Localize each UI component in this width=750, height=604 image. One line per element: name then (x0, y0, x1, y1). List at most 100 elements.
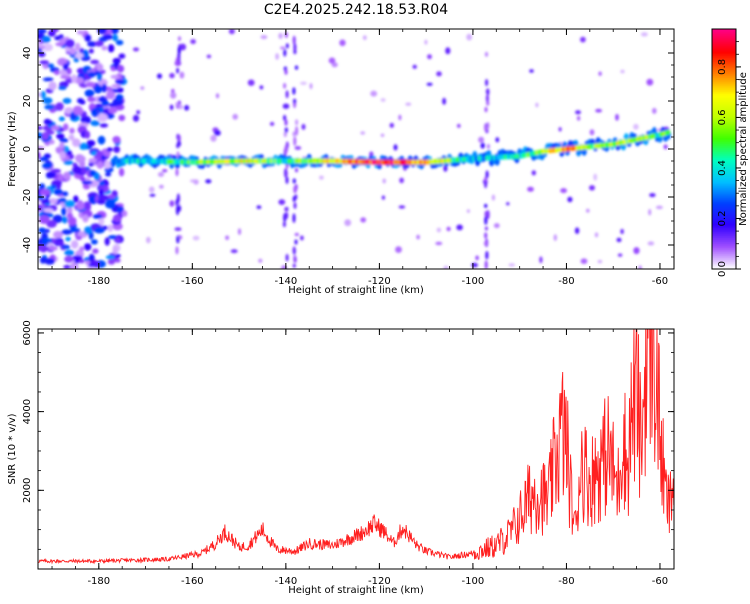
spectrogram-cell (75, 155, 86, 163)
spectrogram-cell (38, 146, 45, 151)
spectrogram-cell (112, 215, 122, 223)
spectrogram-cell (98, 181, 105, 186)
spectrogram-cell (260, 35, 268, 40)
spectrogram-cell (258, 258, 263, 263)
spectrogram-cell (110, 74, 120, 79)
spectrogram-cell (39, 183, 46, 191)
snr-xlabel: Height of straight line (km) (288, 585, 424, 596)
spectrogram-cell (67, 216, 77, 226)
spectrogram-cell (38, 126, 43, 130)
spectrogram-xlabel: Height of straight line (km) (288, 285, 424, 296)
spectrogram-cell (38, 215, 50, 224)
spectrogram-cell (104, 160, 111, 169)
spectrogram-cell (215, 93, 220, 99)
colorbar-swatch (712, 95, 736, 98)
spectrogram-cell (77, 98, 84, 104)
spectrogram-cell (48, 246, 58, 251)
spectrogram-cell (71, 240, 79, 249)
spectrogram-cell (62, 216, 68, 224)
spectrogram-cell (42, 97, 53, 104)
spectrogram-cell (169, 200, 175, 207)
colorbar-swatch (712, 123, 736, 126)
spectrogram-cell (484, 226, 488, 231)
spectrogram-cell (53, 240, 64, 245)
spectrogram-cell (45, 120, 53, 125)
spectrogram-cell (62, 97, 72, 104)
y-tick-label: -40 (22, 237, 33, 253)
spectrogram-cell (170, 92, 177, 99)
spectrogram-cell (96, 63, 103, 72)
spectrogram-ylabel: Frequency (Hz) (7, 111, 18, 187)
y-tick-label: 40 (22, 47, 33, 60)
spectrogram-cell (71, 74, 77, 84)
spectrogram-cell (63, 264, 71, 269)
spectrogram-cell (61, 207, 67, 216)
spectrogram-cell (393, 144, 398, 151)
spectrogram-cell (285, 176, 289, 184)
spectrogram-cell (480, 142, 485, 149)
spectrogram-cell (491, 194, 495, 201)
spectrogram-cell (84, 89, 95, 98)
spectrogram-cell (38, 195, 44, 201)
spectrogram-cell (107, 258, 116, 265)
spectrogram-cell (109, 29, 119, 35)
spectrogram-cell (292, 246, 296, 254)
spectrogram-cell (97, 135, 106, 145)
spectrogram-cell (284, 31, 288, 39)
spectrogram-cell (309, 83, 313, 90)
spectrogram-cell (94, 40, 104, 47)
spectrogram-cell (175, 168, 179, 177)
spectrogram-cell (284, 119, 288, 126)
spectrogram-cell (47, 63, 55, 69)
y-tick-label: -20 (22, 189, 33, 205)
x-tick-label: -80 (558, 276, 574, 287)
colorbar-tick-label: 0.2 (717, 211, 728, 227)
spectrogram-cell (294, 65, 299, 70)
spectrogram-cell (442, 97, 447, 105)
spectrogram-cell (293, 43, 297, 52)
spectrogram-cell (88, 263, 96, 268)
x-tick-label: -60 (652, 276, 668, 287)
spectrogram-cell (293, 98, 297, 104)
spectrogram-cell (436, 71, 442, 77)
spectrogram-cell (76, 201, 85, 211)
spectrogram-cell (74, 52, 84, 59)
spectrogram-cell (112, 246, 118, 255)
spectrogram-cell (284, 127, 288, 133)
spectrogram-cell (39, 60, 50, 65)
spectrogram-cell (146, 236, 151, 244)
spectrogram-cell (370, 90, 378, 97)
spectrogram-cell (285, 43, 289, 49)
spectrogram-cell (292, 213, 296, 224)
spectrogram-cell (92, 248, 99, 254)
colorbar-swatch (712, 91, 736, 94)
colorbar-swatch (712, 101, 736, 104)
colorbar-swatch (712, 197, 736, 200)
colorbar-swatch (712, 151, 736, 154)
spectrogram-cell (282, 221, 286, 228)
spectrogram-cell (593, 173, 598, 181)
spectrogram-cell (535, 102, 539, 108)
spectrogram-cell (58, 197, 67, 203)
x-tick-label: -180 (87, 276, 110, 287)
colorbar-swatch (712, 201, 736, 204)
spectrogram-cell (149, 193, 156, 197)
spectrogram-cell (382, 178, 387, 184)
spectrogram-cell (282, 103, 290, 109)
colorbar-swatch (712, 203, 736, 206)
spectrogram-cell (424, 39, 428, 45)
figure-title: C2E4.2025.242.18.53.R04 (264, 2, 448, 18)
colorbar-swatch (712, 155, 736, 158)
spectrogram-cell (115, 94, 124, 101)
colorbar-swatch (712, 241, 736, 244)
spectrogram-cell (589, 129, 595, 136)
spectrogram-cell (107, 194, 116, 199)
spectrogram-cell (190, 39, 196, 45)
spectrogram-cell (97, 96, 108, 103)
spectrogram-cell (283, 82, 287, 89)
spectrogram-cell (43, 208, 54, 213)
colorbar-swatch (712, 233, 736, 236)
spectrogram-cell (82, 214, 89, 223)
spectrogram-cell (663, 144, 668, 150)
spectrogram-cell (48, 198, 58, 204)
